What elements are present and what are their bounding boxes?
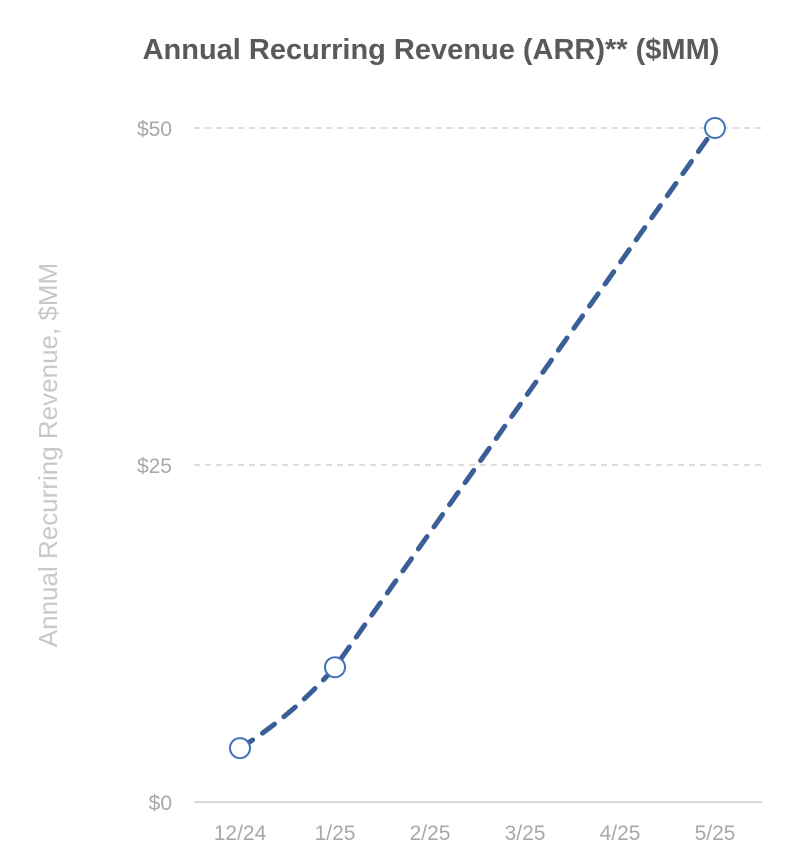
y-tick-label: $25 [137, 455, 172, 478]
x-tick-label: 2/25 [410, 822, 451, 845]
x-tick-label: 1/25 [315, 822, 356, 845]
series-line [237, 125, 718, 751]
x-tick-label: 3/25 [505, 822, 546, 845]
data-point [324, 656, 346, 679]
x-tick-label: 4/25 [600, 822, 641, 845]
chart-title: Annual Recurring Revenue (ARR)** ($MM) [142, 34, 720, 66]
x-tick-label: 5/25 [695, 822, 736, 845]
y-tick-label: $0 [149, 792, 172, 815]
data-point [704, 117, 726, 139]
data-point [229, 737, 251, 760]
y-axis-title: Annual Recurring Revenue, $MM [33, 263, 63, 647]
y-tick-label: $50 [137, 118, 172, 141]
x-tick-label: 12/24 [214, 822, 267, 845]
